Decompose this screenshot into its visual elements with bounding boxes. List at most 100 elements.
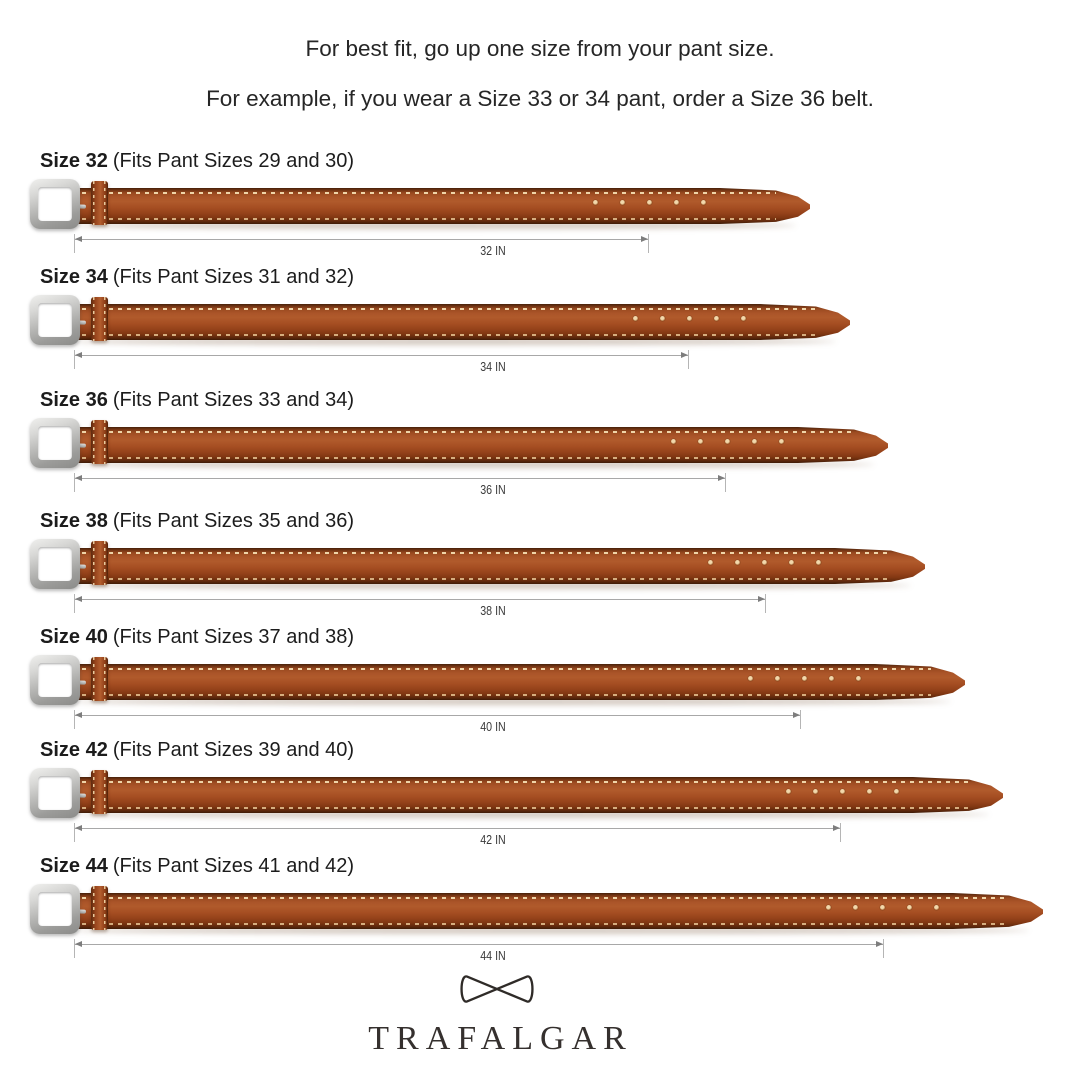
belt-size-label: Size 32 (Fits Pant Sizes 29 and 30) — [40, 150, 354, 173]
header-line-1: For best fit, go up one size from your p… — [305, 36, 775, 61]
belt-strap — [60, 548, 925, 584]
dimension-label: 42 IN — [480, 832, 506, 847]
dimension-tick — [840, 823, 841, 842]
belt-keeper-loop — [91, 181, 108, 225]
arrowhead-right-icon — [793, 712, 803, 718]
arrowhead-right-icon — [641, 236, 651, 242]
arrowhead-right-icon — [758, 596, 768, 602]
arrowhead-left-icon — [72, 712, 82, 718]
dimension-tick — [74, 473, 75, 492]
belt-row-size-40: Size 40 (Fits Pant Sizes 37 and 38) 40 IN — [0, 626, 1080, 738]
belt-keeper-loop — [91, 420, 108, 464]
belt-shadow — [70, 811, 989, 818]
belt-size-text: Size 42 — [40, 739, 108, 761]
belt-row-size-38: Size 38 (Fits Pant Sizes 35 and 36) 38 IN — [0, 510, 1080, 622]
dimension-tick — [74, 823, 75, 842]
belt-illustration — [0, 510, 925, 592]
belt-size-text: Size 36 — [40, 389, 108, 411]
belt-size-text: Size 40 — [40, 626, 108, 648]
belt-shadow — [70, 698, 951, 705]
buckle-inner — [38, 892, 72, 926]
belt-size-label: Size 38 (Fits Pant Sizes 35 and 36) — [40, 510, 354, 533]
dimension-tick — [74, 350, 75, 369]
belt-size-label: Size 44 (Fits Pant Sizes 41 and 42) — [40, 855, 354, 878]
belt-buckle — [30, 768, 80, 818]
dimension-label: 34 IN — [480, 359, 506, 374]
dimension-tick — [74, 594, 75, 613]
dimension-arrow — [72, 350, 691, 369]
dimension-tick — [688, 350, 689, 369]
belt-strap — [60, 893, 1043, 929]
belt-fits-text: (Fits Pant Sizes 41 and 42) — [112, 855, 355, 877]
belt-strap — [60, 427, 888, 463]
dimension-tick — [74, 234, 75, 253]
belt-holes — [633, 316, 746, 321]
belt-shadow — [70, 222, 796, 229]
belt-fits-text: (Fits Pant Sizes 37 and 38) — [112, 626, 355, 648]
belt-fits-text: (Fits Pant Sizes 29 and 30) — [112, 150, 355, 172]
buckle-inner — [38, 547, 72, 581]
arrowhead-left-icon — [72, 596, 82, 602]
belt-size-label: Size 34 (Fits Pant Sizes 31 and 32) — [40, 266, 354, 289]
belt-strap — [60, 188, 810, 224]
belt-shadow — [70, 461, 874, 468]
belt-size-text: Size 34 — [40, 266, 108, 288]
belt-fits-text: (Fits Pant Sizes 31 and 32) — [112, 266, 355, 288]
belt-fits-text: (Fits Pant Sizes 33 and 34) — [112, 389, 355, 411]
belt-holes — [593, 200, 706, 205]
belt-keeper-loop — [91, 657, 108, 701]
belt-illustration — [0, 389, 888, 471]
buckle-inner — [38, 426, 72, 460]
belt-size-label: Size 42 (Fits Pant Sizes 39 and 40) — [40, 739, 354, 762]
dimension-arrow — [72, 710, 803, 729]
arrowhead-right-icon — [681, 352, 691, 358]
belt-keeper-loop — [91, 886, 108, 930]
belt-holes — [786, 789, 899, 794]
belt-keeper-loop — [91, 541, 108, 585]
dimension-label: 32 IN — [480, 243, 506, 258]
dimension-arrow — [72, 939, 884, 958]
belt-buckle — [30, 179, 80, 229]
belt-fits-text: (Fits Pant Sizes 39 and 40) — [112, 739, 355, 761]
dimension-label: 40 IN — [480, 719, 506, 734]
buckle-inner — [38, 303, 72, 337]
belt-size-text: Size 32 — [40, 150, 108, 172]
dimension-label: 36 IN — [480, 482, 506, 497]
arrowhead-left-icon — [72, 941, 82, 947]
dimension-arrow — [72, 473, 728, 492]
belt-buckle — [30, 655, 80, 705]
belt-row-size-32: Size 32 (Fits Pant Sizes 29 and 30) 32 IN — [0, 150, 1080, 262]
dimension-tick — [648, 234, 649, 253]
dimension-tick — [765, 594, 766, 613]
belt-row-size-36: Size 36 (Fits Pant Sizes 33 and 34) 36 IN — [0, 389, 1080, 501]
buckle-inner — [38, 663, 72, 697]
arrowhead-left-icon — [72, 475, 82, 481]
belt-buckle — [30, 418, 80, 468]
dimension-arrow — [72, 234, 651, 253]
dimension-tick — [800, 710, 801, 729]
dimension-tick — [883, 939, 884, 958]
dimension-tick — [74, 939, 75, 958]
belt-size-text: Size 44 — [40, 855, 108, 877]
brand-name: TRAFALGAR — [368, 1020, 633, 1057]
header-line-2: For example, if you wear a Size 33 or 34… — [206, 86, 874, 111]
belt-illustration — [0, 739, 1003, 821]
arrowhead-left-icon — [72, 825, 82, 831]
belt-shadow — [70, 338, 836, 345]
belt-illustration — [0, 150, 810, 232]
arrowhead-left-icon — [72, 236, 82, 242]
belt-shadow — [70, 927, 1029, 934]
dimension-label: 38 IN — [480, 603, 506, 618]
belt-buckle — [30, 884, 80, 934]
belt-shadow — [70, 582, 911, 589]
arrowhead-left-icon — [72, 352, 82, 358]
arrowhead-right-icon — [833, 825, 843, 831]
buckle-inner — [38, 776, 72, 810]
bow-tie-icon — [460, 975, 534, 1003]
belt-row-size-34: Size 34 (Fits Pant Sizes 31 and 32) 34 IN — [0, 266, 1080, 378]
arrowhead-right-icon — [718, 475, 728, 481]
belt-holes — [748, 676, 861, 681]
dimension-tick — [725, 473, 726, 492]
belt-buckle — [30, 295, 80, 345]
brand-logo: TRAFALGAR — [287, 970, 707, 1058]
